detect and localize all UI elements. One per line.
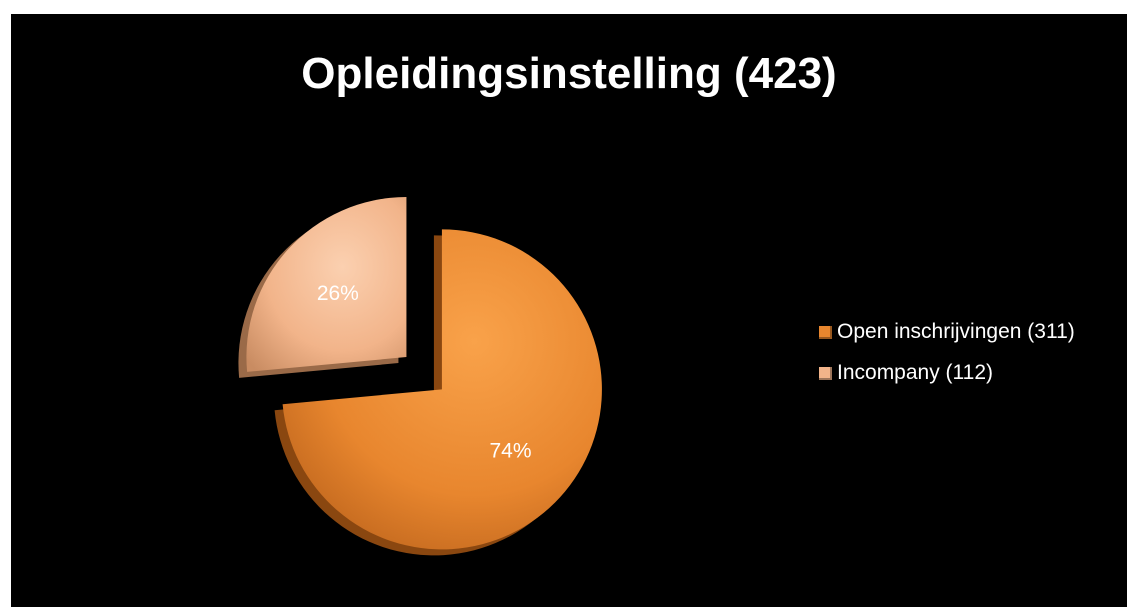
slice-label-open: 74% xyxy=(489,439,531,462)
legend-item-open: Open inschrijvingen (311) xyxy=(819,318,1075,346)
pie-slice-incompany xyxy=(246,197,407,372)
legend: Open inschrijvingen (311) Incompany (112… xyxy=(819,318,1075,400)
pie-slice-open xyxy=(282,229,602,550)
slice-label-incompany: 26% xyxy=(317,282,359,305)
legend-swatch-open xyxy=(819,325,832,339)
legend-item-incompany: Incompany (112) xyxy=(819,359,1075,387)
legend-swatch-incompany xyxy=(819,366,832,380)
pie-chart: 74% 26% xyxy=(238,197,602,556)
legend-label-open: Open inschrijvingen (311) xyxy=(837,320,1075,343)
chart-area: Opleidingsinstelling (423) 74% 26% Open i… xyxy=(11,14,1127,607)
chart-title: Opleidingsinstelling (423) xyxy=(301,49,837,98)
legend-label-incompany: Incompany (112) xyxy=(837,361,994,384)
